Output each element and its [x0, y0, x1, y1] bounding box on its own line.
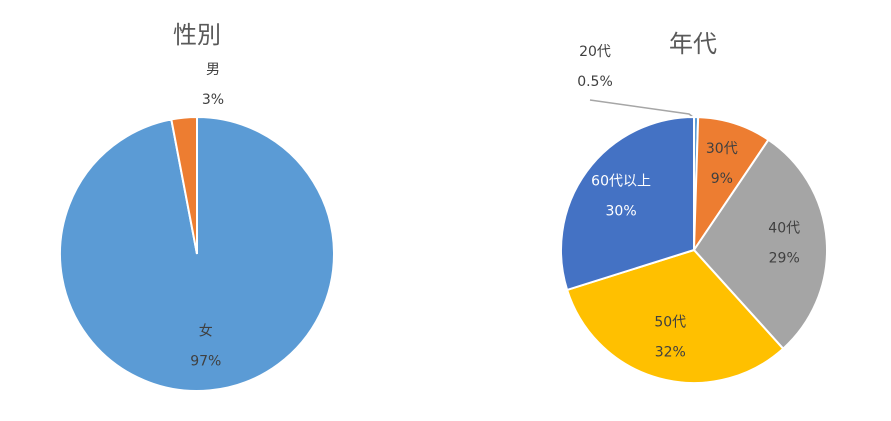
slice-label: 50代 [654, 314, 686, 330]
value-label: 30% [606, 203, 637, 219]
value-label: 29% [769, 251, 800, 267]
slice-label: 60代以上 [591, 173, 651, 189]
slice-label: 20代 [579, 44, 611, 60]
pie-slice [560, 115, 695, 292]
leader-line [589, 99, 694, 118]
value-label: 32% [655, 344, 686, 360]
pie-slice [170, 115, 198, 255]
slice-label: 40代 [768, 221, 800, 237]
chart-title: 年代 [669, 30, 717, 58]
value-label: 9% [711, 171, 733, 187]
chart-title: 性別 [173, 21, 221, 49]
value-label: 3% [202, 92, 224, 108]
value-label: 97% [190, 354, 221, 370]
pie-slice [692, 138, 828, 351]
slice-label: 女 [199, 323, 213, 340]
pie-slice [565, 248, 785, 384]
value-label: 0.5% [577, 74, 613, 90]
slice-label: 30代 [706, 141, 738, 157]
slice-label: 男 [206, 62, 220, 78]
